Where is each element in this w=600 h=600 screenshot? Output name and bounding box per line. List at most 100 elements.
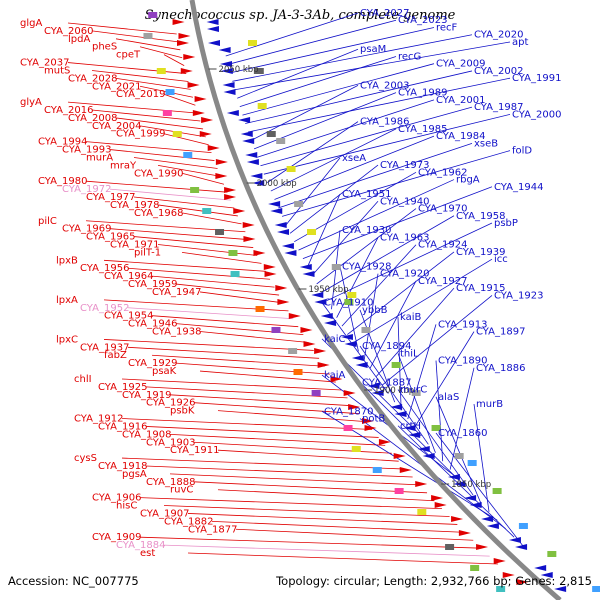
forward-gene-label[interactable]: CYA_1994 [38, 137, 87, 148]
reverse-gene-label[interactable]: thiL [400, 348, 419, 359]
forward-gene-label[interactable]: CYA_1929 [128, 358, 177, 369]
reverse-gene-label[interactable]: xseB [474, 138, 498, 149]
forward-gene-label[interactable]: CYA_1938 [152, 327, 201, 338]
forward-gene-label[interactable]: lpxC [56, 334, 78, 345]
forward-gene-label[interactable]: ruvC [170, 485, 193, 496]
reverse-gene-label[interactable]: CYA_2020 [474, 30, 523, 41]
forward-gene-label[interactable]: CYA_1972 [62, 184, 111, 195]
forward-gene-label[interactable]: pheS [92, 42, 117, 53]
reverse-gene-label[interactable]: crtH [400, 421, 421, 432]
forward-gene-label[interactable]: CYA_1937 [80, 342, 129, 353]
reverse-gene-label[interactable]: ybbB [362, 305, 388, 316]
forward-gene-label[interactable]: CYA_1916 [98, 421, 147, 432]
forward-gene-label[interactable]: CYA_1877 [188, 524, 237, 535]
forward-gene-label[interactable]: glgA [20, 18, 42, 29]
reverse-gene-label[interactable]: recG [398, 51, 421, 62]
forward-gene-label[interactable]: pgsA [122, 469, 147, 480]
reverse-gene-label[interactable]: CYA_1986 [360, 117, 409, 128]
reverse-gene-label[interactable]: CYA_1944 [494, 182, 543, 193]
forward-gene-label[interactable]: CYA_1971 [110, 239, 159, 250]
reverse-gene-label[interactable]: CYA_1930 [342, 225, 391, 236]
reverse-gene-label[interactable]: CYA_1989 [398, 88, 447, 99]
reverse-gene-label[interactable]: CYA_2001 [436, 95, 485, 106]
forward-gene-label[interactable]: CYA_1882 [164, 516, 213, 527]
forward-gene-label[interactable]: CYA_1903 [146, 437, 195, 448]
forward-gene-label[interactable]: CYA_2008 [68, 113, 117, 124]
forward-gene-label[interactable]: CYA_1906 [92, 493, 141, 504]
reverse-gene-label[interactable]: kaiC [324, 334, 346, 345]
forward-gene-label[interactable]: glyA [20, 97, 42, 108]
forward-gene-label[interactable]: CYA_1952 [80, 303, 129, 314]
reverse-gene-label[interactable]: CYA_1987 [474, 102, 523, 113]
forward-gene-label[interactable]: CYA_1968 [134, 208, 183, 219]
forward-gene-label[interactable]: CYA_1947 [152, 287, 201, 298]
reverse-gene-label[interactable]: CYA_1910 [324, 298, 373, 309]
forward-gene-label[interactable]: CYA_1965 [86, 232, 135, 243]
forward-gene-label[interactable]: CYA_1907 [140, 508, 189, 519]
forward-gene-label[interactable]: mutS [44, 65, 70, 76]
reverse-gene-label[interactable]: CYA_1940 [380, 196, 429, 207]
reverse-gene-label[interactable]: psaM [360, 44, 386, 55]
reverse-gene-label[interactable]: CYA_1962 [418, 167, 467, 178]
reverse-gene-label[interactable]: kaiB [400, 312, 422, 323]
forward-gene-label[interactable]: CYA_1956 [80, 263, 129, 274]
forward-gene-label[interactable]: psbK [170, 406, 195, 417]
reverse-gene-label[interactable]: folD [512, 146, 532, 157]
forward-gene-label[interactable]: CYA_1912 [74, 414, 123, 425]
forward-gene-label[interactable]: CYA_2021 [92, 81, 141, 92]
forward-gene-label[interactable]: CYA_1919 [122, 390, 171, 401]
forward-gene-label[interactable]: cpeT [116, 50, 141, 61]
reverse-gene-label[interactable]: CYA_1924 [418, 240, 467, 251]
reverse-gene-label[interactable]: alaS [438, 392, 459, 403]
reverse-gene-label[interactable]: CYA_1939 [456, 247, 505, 258]
forward-gene-label[interactable]: CYA_1964 [104, 271, 153, 282]
forward-gene-label[interactable]: CYA_1884 [116, 540, 165, 551]
forward-gene-label[interactable]: lpxA [56, 295, 78, 306]
reverse-gene-label[interactable]: icc [494, 254, 508, 265]
reverse-gene-label[interactable]: CYA_1887 [362, 377, 411, 388]
forward-gene-label[interactable]: fabZ [104, 350, 127, 361]
forward-gene-label[interactable]: CYA_1954 [104, 311, 153, 322]
reverse-gene-label[interactable]: CYA_1923 [494, 290, 543, 301]
forward-gene-label[interactable]: CYA_1959 [128, 279, 177, 290]
reverse-gene-label[interactable]: apt [512, 37, 528, 48]
reverse-gene-label[interactable]: CYA_1894 [362, 341, 411, 352]
reverse-gene-label[interactable]: recF [436, 22, 458, 33]
reverse-gene-label[interactable]: CYA_1985 [398, 124, 447, 135]
forward-gene-label[interactable]: CYA_1946 [128, 319, 177, 330]
reverse-gene-label[interactable]: CYA_1991 [512, 73, 561, 84]
reverse-gene-label[interactable]: CYA_1913 [438, 319, 487, 330]
reverse-gene-label[interactable]: CYA_1928 [342, 261, 391, 272]
reverse-gene-label[interactable]: CYA_1970 [418, 204, 467, 215]
forward-gene-label[interactable]: CYA_1888 [146, 477, 195, 488]
reverse-gene-label[interactable]: CYA_2002 [474, 66, 523, 77]
reverse-gene-label[interactable]: CYA_1984 [436, 131, 485, 142]
reverse-gene-label[interactable]: CYA_1870 [324, 406, 373, 417]
reverse-gene-label[interactable]: CYA_1973 [380, 160, 429, 171]
forward-gene-label[interactable]: CYA_2060 [44, 26, 93, 37]
forward-gene-label[interactable]: CYA_2028 [68, 73, 117, 84]
reverse-gene-label[interactable]: CYA_2003 [360, 80, 409, 91]
forward-gene-label[interactable]: CYA_1969 [62, 224, 111, 235]
reverse-gene-label[interactable]: CYA_1920 [380, 269, 429, 280]
forward-gene-label[interactable]: CYA_1908 [122, 429, 171, 440]
forward-gene-label[interactable]: lpdA [68, 34, 90, 45]
forward-gene-label[interactable]: CYA_2004 [92, 121, 141, 132]
reverse-gene-label[interactable]: CYA_2000 [512, 109, 561, 120]
forward-gene-label[interactable]: psaK [152, 366, 177, 377]
forward-gene-label[interactable]: hisC [116, 501, 137, 512]
forward-gene-label[interactable]: chlI [74, 374, 92, 385]
forward-gene-label[interactable]: mraY [110, 160, 137, 171]
forward-gene-label[interactable]: murA [86, 152, 113, 163]
reverse-gene-label[interactable]: CYA_1915 [456, 283, 505, 294]
reverse-gene-label[interactable]: xseA [342, 153, 366, 164]
reverse-gene-label[interactable]: potB [362, 414, 385, 425]
reverse-gene-label[interactable]: CYA_2009 [436, 59, 485, 70]
forward-gene-label[interactable]: CYA_1925 [98, 382, 147, 393]
reverse-gene-label[interactable]: psbP [494, 218, 518, 229]
forward-gene-label[interactable]: est [140, 548, 155, 559]
forward-gene-label[interactable]: cysS [74, 453, 97, 464]
reverse-gene-label[interactable]: CYA_1886 [476, 363, 525, 374]
forward-gene-label[interactable]: CYA_2037 [20, 58, 69, 69]
reverse-gene-label[interactable]: CYA_1951 [342, 189, 391, 200]
